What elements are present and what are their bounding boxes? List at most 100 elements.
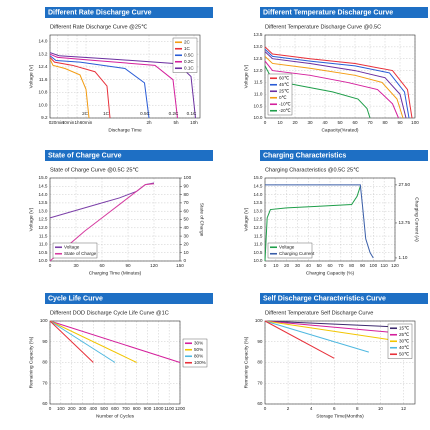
y-tick-label: 70 <box>42 380 48 385</box>
x-tick-label: 0 <box>264 263 267 268</box>
series-line <box>264 46 413 119</box>
x-tick-label: 8 <box>356 406 359 411</box>
x-tick-label: 0 <box>49 263 52 268</box>
plot-frame <box>264 177 396 262</box>
x-tick-label: 70 <box>367 120 373 125</box>
x-tick-label: 20 <box>292 120 298 125</box>
curve-label: 0.2C <box>169 111 179 116</box>
series-line <box>264 186 361 262</box>
x-tick-label: 0 <box>49 120 52 125</box>
x-tick-label: 1h <box>74 120 80 125</box>
y-tick-label: 10.5 <box>254 103 263 108</box>
y-tick-label: 12.5 <box>254 56 263 61</box>
plot-frame <box>264 320 416 405</box>
y-tick-label: 10.5 <box>254 250 263 255</box>
header-bar <box>45 150 213 161</box>
y-tick-label: 11.5 <box>39 233 48 238</box>
x-tick-label: 30 <box>307 120 313 125</box>
panel-title: Self Discharge Characteristics Curve <box>263 296 386 303</box>
x-tick-label: 70 <box>338 263 344 268</box>
panel-title: Different Temperature Discharge Curve <box>263 10 393 17</box>
y-tick-label: 10.0 <box>254 258 263 263</box>
y2-tick-label: 1.10 <box>399 255 408 260</box>
legend-label: -20℃ <box>279 108 292 113</box>
y2-tick-label: 80 <box>184 192 190 197</box>
x-tick-label: 0 <box>49 406 52 411</box>
y-tick-label: 10.5 <box>39 250 48 255</box>
legend-label: Charging Current <box>279 251 315 256</box>
plot-frame <box>264 34 416 119</box>
legend-label: Voltage <box>279 244 295 249</box>
x-tick-label: 500 <box>100 406 108 411</box>
y-tick-label: 11.5 <box>254 80 263 85</box>
legend-box <box>267 73 293 116</box>
x-tick-label: 12 <box>401 406 407 411</box>
header-bar <box>45 293 213 304</box>
series-line <box>49 53 178 119</box>
curve-label: 1C <box>103 111 110 116</box>
x-tick-label: 100 <box>57 406 65 411</box>
y2-tick-label: 50 <box>184 217 190 222</box>
y-tick-label: 80 <box>257 360 263 365</box>
legend-box <box>387 323 413 359</box>
y-tick-label: 12.5 <box>39 217 48 222</box>
y-axis-label: Remaining Capacity (%) <box>28 336 34 388</box>
y-tick-label: 14.5 <box>39 184 48 189</box>
legend-label: 15℃ <box>399 325 410 330</box>
y2-tick-label: 30 <box>184 233 190 238</box>
legend-label: State of Charge <box>64 251 97 256</box>
y-axis-label: Voltage (V) <box>243 64 249 88</box>
x-tick-label: 60 <box>352 120 358 125</box>
panel-title: Cycle Life Curve <box>48 296 103 303</box>
x-tick-label: 1000 <box>153 406 164 411</box>
y-tick-label: 10.0 <box>254 115 263 120</box>
y2-tick-label: 20 <box>184 242 190 247</box>
x-tick-label: 300 <box>79 406 87 411</box>
x-tick-label: 60 <box>327 263 333 268</box>
x-tick-label: 150 <box>176 263 184 268</box>
y-tick-label: 10.0 <box>39 102 48 107</box>
x-tick-label: 90 <box>125 263 131 268</box>
x-tick-label: 4 <box>310 406 313 411</box>
x-tick-label: 900 <box>144 406 152 411</box>
y-axis-label: Voltage (V) <box>28 64 34 88</box>
y2-tick-label: 13.75 <box>399 220 411 225</box>
curve-label: 2C <box>82 111 89 116</box>
x-axis-label: Charging Time (Minutes) <box>89 270 142 276</box>
y-tick-label: 13.0 <box>254 44 263 49</box>
x-tick-label: 1100 <box>164 406 174 411</box>
chart-subtitle: Different Rate Discharge Curve @25℃ <box>50 24 148 30</box>
y-axis-label: Remaining Capacity (%) <box>243 336 249 388</box>
x-tick-label: 10 <box>273 263 279 268</box>
x-tick-label: 90 <box>397 120 403 125</box>
x-tick-label: 100 <box>369 263 377 268</box>
legend-label: 50℃ <box>399 351 410 356</box>
legend-label: 0.1C <box>184 65 194 70</box>
y-axis-label: Voltage (V) <box>243 207 249 231</box>
series-line <box>49 320 181 363</box>
x-tick-label: 80 <box>349 263 355 268</box>
y-tick-label: 15.0 <box>254 175 263 180</box>
y-tick-label: 11.6 <box>39 77 48 82</box>
x-tick-label: 10 <box>277 120 283 125</box>
legend-label: 30℃ <box>399 338 410 343</box>
y-tick-label: 13.0 <box>39 208 48 213</box>
chart-subtitle: Charging Characteristics @0.5C 25℃ <box>265 167 360 173</box>
x-tick-label: 50 <box>317 263 323 268</box>
x-tick-label: 200 <box>68 406 76 411</box>
x-axis-label: Capacity(%rated) <box>321 127 358 133</box>
y-tick-label: 90 <box>42 339 48 344</box>
y-tick-label: 9.2 <box>41 115 48 120</box>
x-tick-label: 20 <box>284 263 290 268</box>
y-tick-label: 14.0 <box>39 39 48 44</box>
header-bar <box>45 7 213 18</box>
x-tick-label: 10h <box>190 120 198 125</box>
y-tick-label: 11.0 <box>39 242 48 247</box>
y-tick-label: 11.5 <box>254 233 263 238</box>
series-line <box>49 320 94 363</box>
y-tick-label: 13.2 <box>39 51 48 56</box>
series-line <box>49 58 90 119</box>
y2-tick-label: 100 <box>184 175 192 180</box>
x-tick-label: 40min <box>62 120 75 125</box>
